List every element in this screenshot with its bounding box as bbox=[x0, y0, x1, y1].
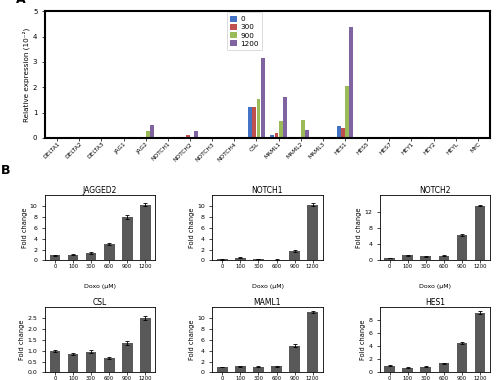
Bar bbox=[274, 133, 278, 138]
Y-axis label: Fold change: Fold change bbox=[22, 208, 28, 248]
Bar bbox=[235, 366, 246, 372]
Bar bbox=[261, 58, 264, 138]
Bar bbox=[402, 255, 413, 261]
Legend: 0, 300, 900, 1200: 0, 300, 900, 1200 bbox=[226, 13, 262, 50]
Text: B: B bbox=[1, 164, 11, 177]
Bar bbox=[289, 346, 300, 372]
Bar bbox=[289, 251, 300, 261]
Bar bbox=[271, 260, 282, 261]
Bar bbox=[384, 258, 395, 261]
Bar bbox=[104, 358, 115, 372]
Bar bbox=[217, 260, 228, 261]
Title: NOTCH1: NOTCH1 bbox=[252, 186, 283, 195]
Y-axis label: Fold change: Fold change bbox=[189, 320, 195, 360]
Bar bbox=[194, 131, 198, 138]
Text: Doxo (μM): Doxo (μM) bbox=[252, 284, 284, 289]
Bar bbox=[482, 136, 486, 138]
Bar bbox=[420, 256, 432, 261]
Bar bbox=[124, 137, 128, 138]
Bar bbox=[337, 127, 340, 138]
Bar bbox=[438, 256, 450, 261]
Bar bbox=[122, 343, 132, 372]
Bar bbox=[456, 343, 468, 372]
Bar bbox=[474, 312, 486, 372]
Bar bbox=[420, 367, 432, 372]
Bar bbox=[150, 125, 154, 138]
Y-axis label: Relative expression (10⁻²): Relative expression (10⁻²) bbox=[22, 27, 30, 122]
Bar bbox=[86, 352, 96, 372]
Bar bbox=[456, 235, 468, 261]
Bar bbox=[217, 367, 228, 372]
Bar bbox=[186, 135, 190, 138]
Bar bbox=[283, 97, 286, 138]
Bar bbox=[86, 253, 96, 261]
Bar bbox=[271, 366, 282, 372]
Bar bbox=[301, 120, 304, 138]
Title: HES1: HES1 bbox=[425, 298, 445, 307]
Bar bbox=[345, 86, 349, 138]
Y-axis label: Fold change: Fold change bbox=[360, 320, 366, 360]
Text: Doxo (μM): Doxo (μM) bbox=[84, 284, 116, 289]
Bar bbox=[68, 354, 78, 372]
Title: CSL: CSL bbox=[93, 298, 107, 307]
Text: Doxo (μM): Doxo (μM) bbox=[419, 284, 451, 289]
Bar bbox=[253, 367, 264, 372]
Bar bbox=[252, 107, 256, 138]
Bar bbox=[256, 99, 260, 138]
Bar bbox=[402, 368, 413, 372]
Bar bbox=[297, 137, 300, 138]
Bar bbox=[140, 318, 150, 372]
Bar bbox=[50, 351, 60, 372]
Bar bbox=[142, 137, 146, 138]
Bar bbox=[474, 206, 486, 261]
Bar bbox=[307, 312, 318, 372]
Bar bbox=[68, 255, 78, 261]
Bar bbox=[253, 259, 264, 261]
Bar bbox=[104, 244, 115, 261]
Bar bbox=[478, 136, 482, 138]
Bar bbox=[146, 131, 150, 138]
Y-axis label: Fold change: Fold change bbox=[356, 208, 362, 248]
Title: JAGGED2: JAGGED2 bbox=[83, 186, 117, 195]
Bar bbox=[50, 255, 60, 261]
Text: A: A bbox=[16, 0, 26, 6]
Bar bbox=[248, 108, 252, 138]
Bar bbox=[384, 366, 395, 372]
Bar bbox=[235, 258, 246, 261]
Bar bbox=[122, 217, 132, 261]
Y-axis label: Fold change: Fold change bbox=[189, 208, 195, 248]
Title: MAML1: MAML1 bbox=[254, 298, 281, 307]
Bar bbox=[350, 27, 353, 138]
Bar bbox=[279, 121, 282, 138]
Bar bbox=[341, 128, 345, 138]
Title: NOTCH2: NOTCH2 bbox=[419, 186, 450, 195]
Bar bbox=[438, 363, 450, 372]
Bar bbox=[307, 205, 318, 261]
Bar bbox=[270, 135, 274, 138]
Bar bbox=[140, 205, 150, 261]
Y-axis label: Fold change: Fold change bbox=[20, 320, 26, 360]
Bar bbox=[305, 130, 309, 138]
